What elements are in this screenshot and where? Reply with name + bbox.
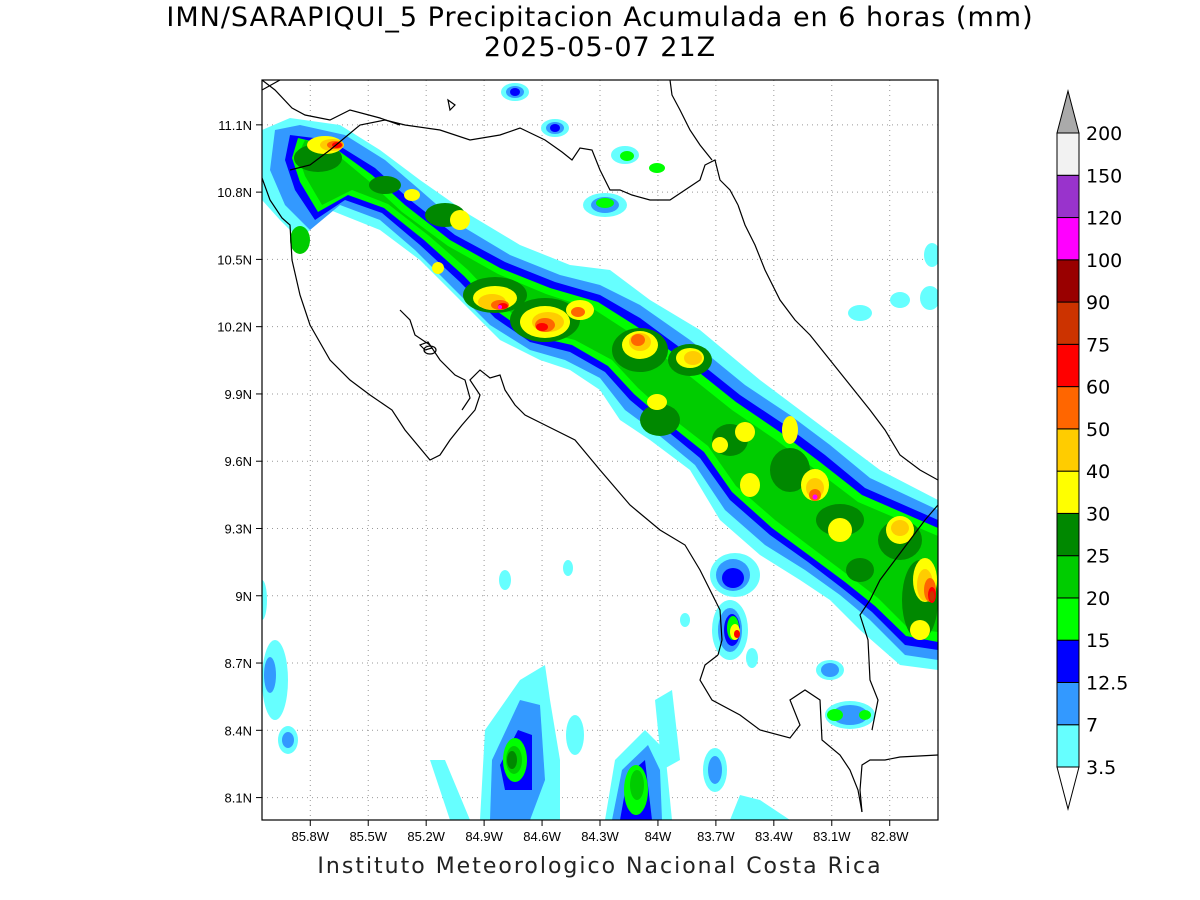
lat-tick-label: 10.8N — [217, 185, 252, 200]
colorbar-swatch — [1056, 217, 1080, 261]
colorbar-level-label: 40 — [1086, 461, 1110, 483]
map-title: IMN/SARAPIQUI_5 Precipitacion Acumulada … — [166, 2, 1034, 33]
colorbar-level-label: 60 — [1086, 377, 1110, 399]
lat-tick-label: 9N — [235, 589, 252, 604]
lon-tick-label: 84W — [645, 829, 672, 844]
map-valid-time: 2025-05-07 21Z — [483, 32, 717, 63]
colorbar-level-label: 100 — [1086, 250, 1122, 272]
lon-tick-label: 83.7W — [697, 829, 735, 844]
colorbar-swatch — [1056, 555, 1080, 599]
colorbar-level-label: 20 — [1086, 588, 1110, 610]
lon-tick-label: 82.8W — [871, 829, 909, 844]
lat-tick-label: 8.7N — [225, 656, 252, 671]
colorbar-level-label: 25 — [1086, 546, 1110, 568]
lon-tick-label: 85.8W — [291, 829, 329, 844]
precip-100-band — [498, 305, 818, 500]
colorbar-level-label: 50 — [1086, 419, 1110, 441]
lat-tick-label: 10.2N — [217, 320, 252, 335]
lat-tick-label: 9.3N — [225, 521, 252, 536]
colorbar-swatch — [1056, 681, 1080, 726]
colorbar-level-label: 3.5 — [1086, 757, 1116, 779]
colorbar-swatch — [1056, 428, 1080, 472]
colorbar-swatch — [1056, 597, 1080, 641]
colorbar-level-label: 200 — [1086, 123, 1122, 145]
lon-tick-label: 85.2W — [407, 829, 445, 844]
colorbar-level-label: 7 — [1086, 715, 1098, 737]
lat-tick-label: 10.5N — [217, 252, 252, 267]
lon-tick-label: 84.3W — [581, 829, 619, 844]
colorbar-over-arrow — [1056, 89, 1080, 134]
colorbar-level-label: 12.5 — [1086, 672, 1128, 694]
colorbar-level-label: 90 — [1086, 292, 1110, 314]
precip-colorbar: 3.5 7 12.5 15 20 25 30 40 50 60 75 90 100 120 150 200 — [1056, 89, 1128, 811]
lat-tick-label: 11.1N — [218, 118, 252, 133]
lat-tick-label: 8.4N — [225, 723, 252, 738]
lat-tick-label: 8.1N — [225, 791, 252, 806]
longitude-axis: 85.8W 85.5W 85.2W 84.9W 84.6W 84.3W 84W 83.7W 83… — [291, 820, 909, 844]
precipitation-field — [262, 83, 938, 820]
lon-tick-label: 85.5W — [349, 829, 387, 844]
lon-tick-label: 84.9W — [465, 829, 503, 844]
lon-tick-label: 83.1W — [813, 829, 851, 844]
latitude-axis: 11.1N 10.8N 10.5N 10.2N 9.9N 9.6N 9.3N 9N 8.7N 8.… — [217, 118, 262, 806]
colorbar-swatch — [1056, 512, 1080, 557]
colorbar-under-arrow — [1056, 766, 1080, 811]
colorbar-swatch — [1056, 301, 1080, 345]
lon-tick-label: 83.4W — [755, 829, 793, 844]
lat-tick-label: 9.6N — [225, 454, 252, 469]
colorbar-swatch — [1056, 132, 1080, 176]
institution-credit: Instituto Meteorologico Nacional Costa R… — [317, 854, 883, 879]
coastlines-and-borders — [262, 80, 938, 813]
colorbar-swatch — [1056, 724, 1080, 768]
colorbar-swatch — [1056, 639, 1080, 683]
colorbar-level-label: 120 — [1086, 208, 1122, 230]
colorbar-level-label: 75 — [1086, 334, 1110, 356]
colorbar-swatch — [1056, 386, 1080, 430]
map-plot-area — [262, 80, 938, 820]
colorbar-level-label: 15 — [1086, 630, 1110, 652]
colorbar-swatch — [1056, 259, 1080, 303]
lon-tick-label: 84.6W — [523, 829, 561, 844]
colorbar-swatch — [1056, 174, 1080, 219]
colorbar-swatch — [1056, 470, 1080, 514]
precip-75-band — [929, 591, 935, 601]
colorbar-level-label: 150 — [1086, 165, 1122, 187]
colorbar-swatch — [1056, 343, 1080, 388]
lat-tick-label: 9.9N — [225, 387, 252, 402]
colorbar-level-label: 30 — [1086, 503, 1110, 525]
